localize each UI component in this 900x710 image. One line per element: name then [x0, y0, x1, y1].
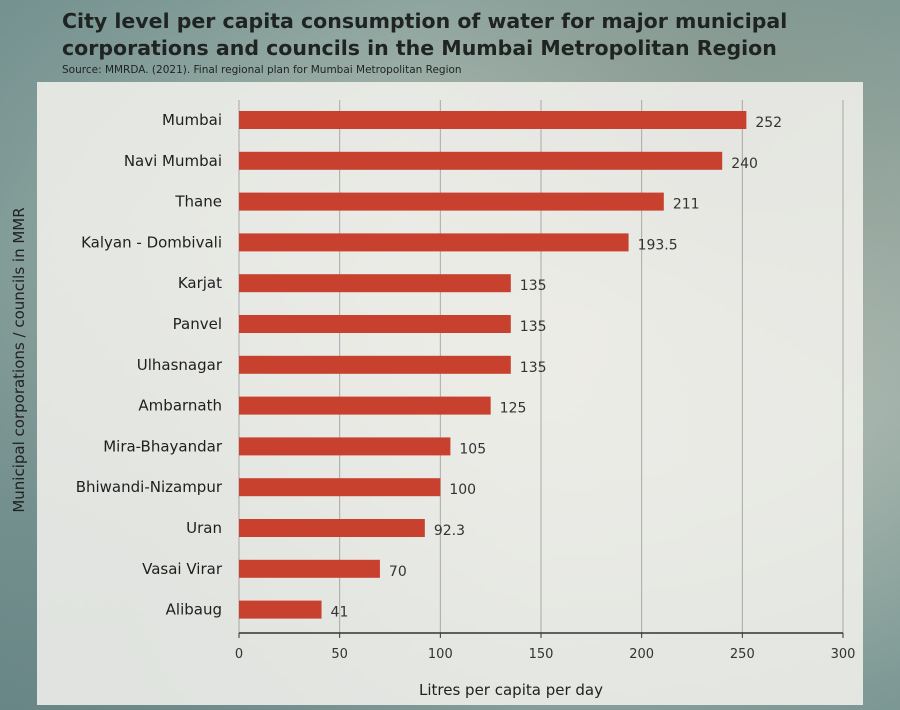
category-label: Thane: [174, 193, 222, 211]
bar: [239, 233, 629, 252]
x-tick-label: 150: [529, 647, 554, 662]
value-label: 135: [520, 319, 547, 335]
value-label: 41: [331, 605, 349, 621]
x-axis-title: Litres per capita per day: [419, 681, 603, 699]
bar: [239, 396, 491, 415]
value-label: 211: [673, 197, 700, 213]
x-tick-label: 200: [629, 647, 654, 662]
category-label: Ambarnath: [138, 397, 222, 415]
category-label: Alibaug: [166, 601, 222, 619]
chart-panel: [37, 82, 863, 705]
bars: [239, 111, 747, 619]
bar: [239, 355, 511, 374]
category-label: Kalyan - Dombivali: [81, 233, 222, 251]
category-label: Bhiwandi-Nizampur: [76, 478, 223, 496]
x-tick-label: 50: [331, 647, 348, 662]
bar: [239, 315, 511, 333]
bar: [239, 437, 451, 456]
bar: [239, 478, 441, 497]
value-label: 135: [520, 360, 547, 376]
chart-source: Source: MMRDA. (2021). Final regional pl…: [62, 64, 462, 76]
y-axis-title: Municipal corporations / councils in MMR: [10, 207, 28, 512]
category-label: Panvel: [173, 315, 222, 333]
category-label: Navi Mumbai: [124, 152, 222, 170]
category-label: Vasai Virar: [142, 560, 223, 578]
bar: [239, 151, 723, 170]
bar: [239, 519, 425, 537]
value-label: 105: [459, 441, 486, 457]
value-label: 100: [449, 482, 476, 498]
value-label: 92.3: [434, 523, 465, 539]
category-label: Mumbai: [162, 111, 222, 129]
value-label: 135: [520, 278, 547, 294]
bar: [239, 600, 322, 619]
x-tick-label: 0: [235, 647, 243, 662]
category-label: Uran: [186, 519, 222, 537]
bar: [239, 192, 664, 211]
labels: 0 50 100 150 200 250 300 Mumbai 252 Navi Mumbai 24…: [76, 111, 856, 662]
chart-title: City level per capita consumption of wat…: [62, 9, 788, 60]
category-label: Ulhasnagar: [137, 356, 223, 374]
category-label: Mira-Bhayandar: [103, 437, 223, 455]
x-tick-label: 100: [428, 647, 453, 662]
value-label: 252: [755, 115, 782, 131]
bar: [239, 559, 380, 578]
x-tick-label: 250: [730, 647, 755, 662]
category-label: Karjat: [178, 274, 222, 292]
value-label: 240: [731, 156, 758, 172]
bar: [239, 111, 747, 129]
value-label: 193.5: [638, 237, 678, 253]
value-label: 125: [500, 401, 527, 417]
x-tick-label: 300: [831, 647, 856, 662]
value-label: 70: [389, 564, 407, 580]
bar: [239, 274, 511, 293]
